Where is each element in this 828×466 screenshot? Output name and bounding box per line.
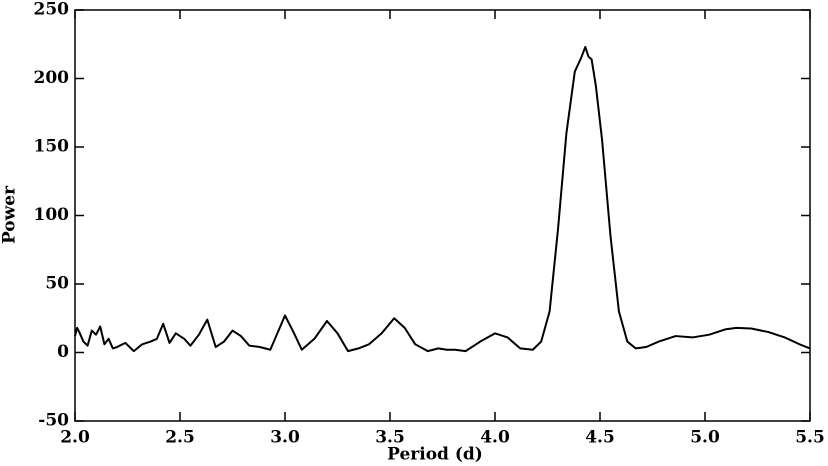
x-tick-label: 2.0 (60, 428, 90, 448)
x-tick-label: 2.5 (165, 428, 195, 448)
y-axis-label: Power (0, 185, 20, 244)
x-tick-label: 3.0 (270, 428, 300, 448)
x-tick-label: 4.0 (480, 428, 510, 448)
power-line (74, 45, 811, 353)
y-tick-label: 150 (34, 137, 70, 157)
y-tick-label: 250 (34, 0, 70, 20)
x-tick-label: 5.0 (690, 428, 720, 448)
y-tick-label: 200 (34, 68, 70, 88)
x-tick-label: 5.5 (795, 428, 825, 448)
x-axis-label: Period (d) (387, 445, 483, 465)
y-tick-label: -50 (38, 411, 69, 431)
y-tick-label: 0 (57, 342, 69, 362)
y-tick-label: 100 (34, 205, 70, 225)
plot-frame (74, 9, 811, 422)
y-tick-label: 50 (45, 274, 69, 294)
x-tick-label: 3.5 (375, 428, 405, 448)
x-tick-label: 4.5 (585, 428, 615, 448)
